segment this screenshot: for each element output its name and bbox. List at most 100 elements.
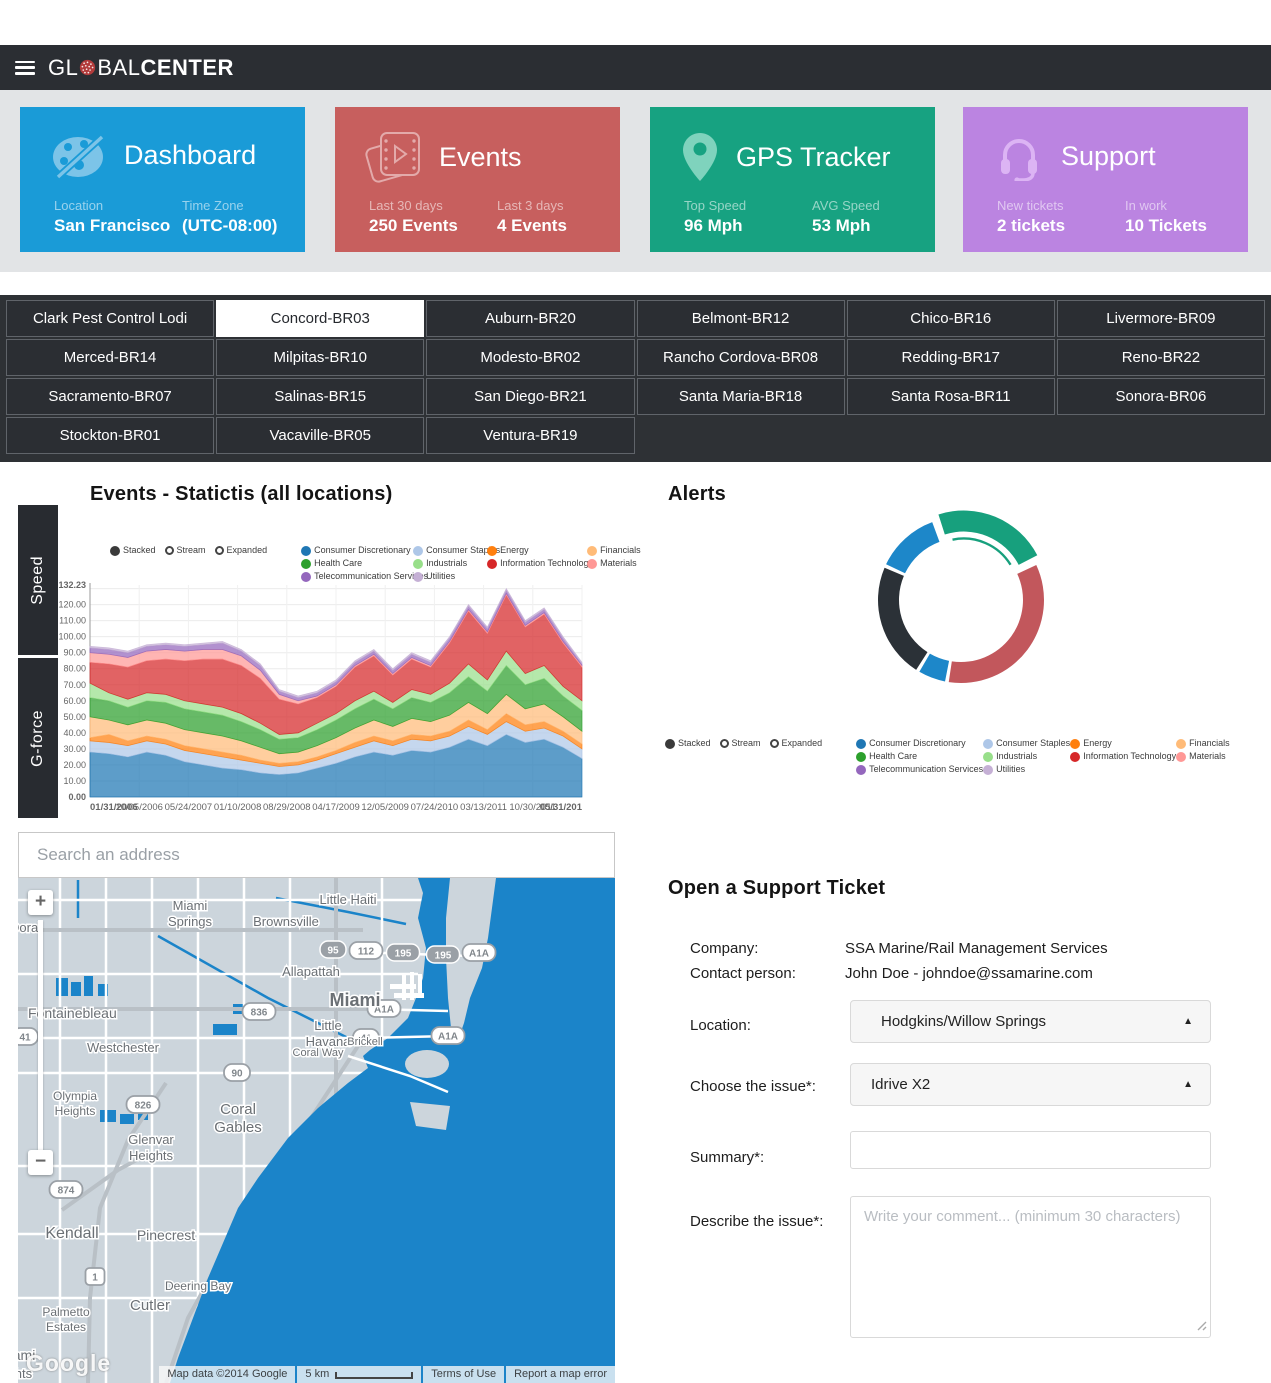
svg-text:41: 41 [19, 1033, 31, 1044]
location-button[interactable]: Sonora-BR06 [1056, 378, 1265, 415]
gps-tracker-card[interactable]: GPS Tracker Top Speed 96 Mph AVG Speed 53 … [650, 107, 935, 252]
legend-item[interactable]: Materials [1176, 750, 1230, 763]
location-button[interactable]: Vacaville-BR05 [216, 417, 425, 454]
donut-slice-blue-small[interactable] [919, 653, 950, 682]
legend-control-stacked[interactable]: Stacked [110, 544, 156, 557]
map-label: Havana [306, 1034, 352, 1049]
stacked-area-chart[interactable]: 132.23 120.00 110.00 100.00 90.00 80.00 70.00 6… [56, 581, 616, 817]
stat-value: 2 tickets [997, 216, 1066, 235]
location-button[interactable]: Stockton-BR01 [6, 417, 215, 454]
google-map[interactable]: 95 112 195 195 A1A 836 A1A 41 A1A 90 41 826 874 1 Dor… [18, 878, 615, 1383]
donut-slice-red[interactable] [948, 565, 1044, 683]
location-button[interactable]: Santa Rosa-BR11 [846, 378, 1055, 415]
location-select[interactable]: Hodgkins/Willow Springs ▲ [850, 1000, 1211, 1043]
legend-item[interactable]: Consumer Staples [983, 737, 1070, 750]
location-button[interactable]: Reno-BR22 [1056, 339, 1265, 376]
support-card[interactable]: Support New tickets 2 tickets In work 10 T… [963, 107, 1248, 252]
legend-item[interactable]: Telecommunication Services [301, 570, 428, 583]
map-label: Coral Way [293, 1047, 344, 1059]
location-button[interactable]: Milpitas-BR10 [216, 339, 425, 376]
svg-text:40.00: 40.00 [63, 728, 86, 738]
map-zoom-out-button[interactable]: − [28, 1150, 53, 1175]
palette-icon [53, 134, 105, 179]
legend-item[interactable]: Financials [1176, 737, 1230, 750]
map-panel: 95 112 195 195 A1A 836 A1A 41 A1A 90 41 826 874 1 Dor… [18, 832, 615, 1383]
legend-item[interactable]: Financials [587, 544, 641, 557]
report-map-error-link[interactable]: Report a map error [506, 1366, 615, 1383]
legend-control-expanded[interactable]: Expanded [214, 544, 267, 557]
location-button[interactable]: Ventura-BR19 [426, 417, 635, 454]
legend-control-expanded[interactable]: Expanded [769, 737, 822, 750]
legend-control-stacked[interactable]: Stacked [665, 737, 711, 750]
svg-text:05/31/201: 05/31/201 [540, 802, 583, 813]
stat-value: 10 Tickets [1125, 216, 1207, 235]
location-button[interactable]: Rancho Cordova-BR08 [636, 339, 845, 376]
location-button[interactable]: Concord-BR03 [216, 300, 425, 337]
legend-item[interactable]: Consumer Staples [413, 544, 500, 557]
stat-label: Location [54, 198, 104, 213]
location-button[interactable]: San Diego-BR21 [426, 378, 635, 415]
legend-item[interactable]: Utilities [413, 570, 487, 583]
menu-icon[interactable] [15, 60, 35, 75]
tab-g-force[interactable]: G-force [18, 658, 58, 818]
location-button[interactable]: Clark Pest Control Lodi [6, 300, 215, 337]
svg-text:70.00: 70.00 [63, 680, 86, 690]
alerts-legend: Stacked Stream Expanded Consumer Discretion… [665, 737, 1230, 776]
location-button[interactable]: Santa Maria-BR18 [636, 378, 845, 415]
issue-selected-value: Idrive X2 [871, 1076, 931, 1093]
legend-item[interactable]: Consumer Discretionary [856, 737, 983, 750]
legend-item[interactable]: Industrials [413, 557, 487, 570]
legend-item[interactable]: Information Technology [1070, 750, 1176, 763]
stat-label: AVG Speed [812, 198, 880, 213]
legend-control-stream[interactable]: Stream [719, 737, 761, 750]
svg-text:826: 826 [135, 1101, 152, 1112]
card-title: Support [1061, 140, 1156, 171]
issue-select[interactable]: Idrive X2 ▲ [850, 1063, 1211, 1106]
headset-icon [1001, 139, 1037, 181]
location-selected-value: Hodgkins/Willow Springs [881, 1013, 1047, 1030]
map-zoom-slider[interactable] [38, 920, 43, 1150]
legend-item[interactable]: Energy [487, 544, 587, 557]
map-label: Heights [18, 1366, 33, 1381]
terms-of-use-link[interactable]: Terms of Use [423, 1366, 505, 1383]
alerts-donut-chart[interactable] [856, 498, 1070, 704]
legend-item[interactable]: Utilities [983, 763, 1070, 776]
svg-text:90: 90 [231, 1069, 243, 1080]
location-button[interactable]: Livermore-BR09 [1056, 300, 1265, 337]
map-zoom-in-button[interactable]: + [28, 890, 53, 915]
location-button[interactable]: Auburn-BR20 [426, 300, 635, 337]
summary-input[interactable] [850, 1131, 1211, 1169]
legend-item[interactable]: Energy [1070, 737, 1176, 750]
events-card[interactable]: Events Last 30 days 250 Events Last 3 day… [335, 107, 620, 252]
donut-slice-teal[interactable] [938, 510, 1038, 565]
legend-item[interactable]: Health Care [856, 750, 983, 763]
location-button[interactable]: Redding-BR17 [846, 339, 1055, 376]
location-button[interactable]: Belmont-BR12 [636, 300, 845, 337]
donut-slice-blue[interactable] [886, 522, 940, 574]
legend-item[interactable]: Consumer Discretionary [301, 544, 413, 557]
svg-text:80.00: 80.00 [63, 664, 86, 674]
location-button[interactable]: Sacramento-BR07 [6, 378, 215, 415]
location-button[interactable]: Salinas-BR15 [216, 378, 425, 415]
svg-text:A1A: A1A [438, 1032, 458, 1043]
legend-item[interactable]: Industrials [983, 750, 1070, 763]
alerts-section-title: Alerts [668, 483, 726, 505]
legend-item[interactable]: Information Technology [487, 557, 593, 570]
describe-textarea[interactable] [850, 1196, 1211, 1338]
map-label: Pinecrest [137, 1227, 195, 1243]
tab-speed[interactable]: Speed [18, 505, 58, 655]
map-label: Kendall [45, 1225, 98, 1242]
legend-control-stream[interactable]: Stream [164, 544, 206, 557]
location-button[interactable]: Merced-BR14 [6, 339, 215, 376]
legend-item[interactable]: Health Care [301, 557, 413, 570]
address-search-input[interactable] [18, 832, 615, 878]
dashboard-card[interactable]: Dashboard Location San Francisco Time Zon… [20, 107, 305, 252]
svg-text:0.00: 0.00 [68, 792, 86, 802]
location-button[interactable]: Modesto-BR02 [426, 339, 635, 376]
donut-slice-charcoal[interactable] [878, 567, 928, 670]
road-shield-icon: 826 [125, 1095, 161, 1114]
location-button[interactable]: Chico-BR16 [846, 300, 1055, 337]
legend-item[interactable]: Materials [587, 557, 641, 570]
legend-item[interactable]: Telecommunication Services [856, 763, 983, 776]
film-frames-icon [365, 132, 420, 183]
